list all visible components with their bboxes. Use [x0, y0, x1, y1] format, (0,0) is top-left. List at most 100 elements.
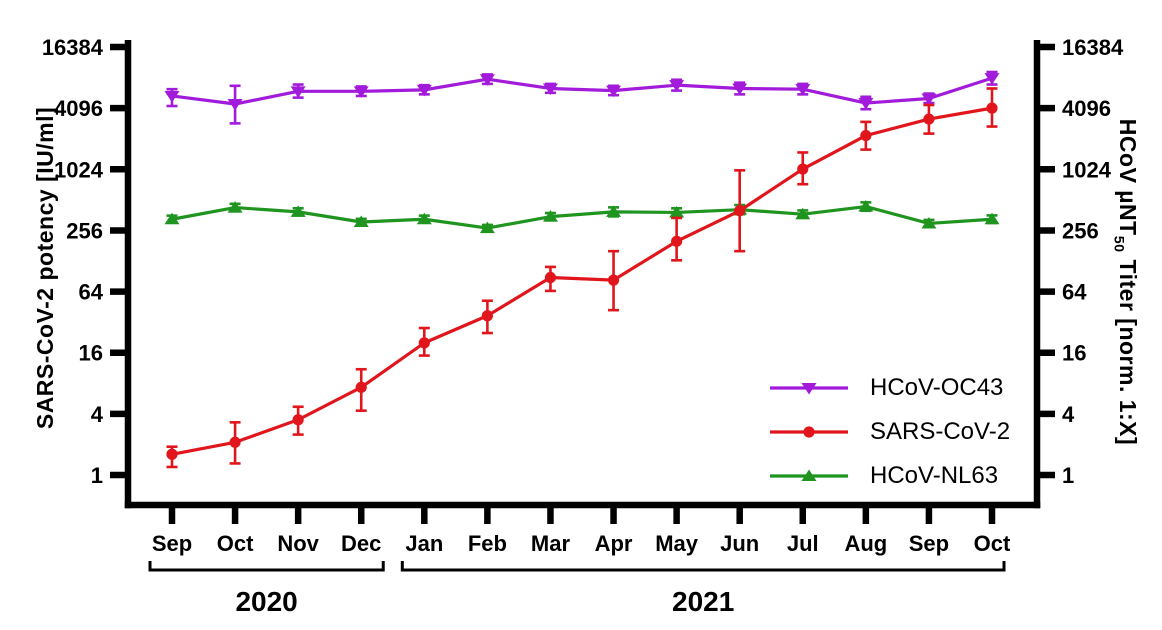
y-tick-label-left: 4 [91, 402, 104, 427]
marker-triangle-down [984, 73, 1000, 85]
legend-label: HCoV-OC43 [870, 374, 1004, 401]
x-tick-label: Oct [974, 531, 1011, 556]
marker-circle [734, 205, 746, 217]
marker-triangle-down [542, 83, 558, 95]
series-hcov-nl63 [164, 200, 1000, 234]
y-tick-label-right: 1024 [1062, 157, 1112, 182]
right-axis-title-post: Titer [norm. 1:X] [1115, 252, 1141, 446]
x-tick-label: Mar [531, 531, 571, 556]
x-ticks: Sep Oct Nov Dec Jan Feb Mar Apr May Jun Jul Aug Sep O… [152, 505, 1011, 556]
x-tick-label: Sep [152, 531, 192, 556]
legend: HCoV-OC43 SARS-CoV-2 HCoV-NL63 [770, 366, 1010, 498]
legend-swatch-triangle-down-icon [770, 383, 848, 395]
x-tick-label: Oct [217, 531, 254, 556]
y-tick-label-right: 4 [1062, 402, 1075, 427]
marker-triangle-up [921, 216, 937, 229]
series-hcov-oc43 [164, 70, 1000, 125]
x-tick-label: Jun [720, 531, 759, 556]
x-tick-label: Dec [341, 531, 381, 556]
marker-circle [481, 310, 493, 322]
marker-triangle-down [353, 86, 369, 98]
right-axis-title: HCoV µNT50 Titer [norm. 1:X] [1110, 52, 1144, 512]
y-tick-label-left: 4096 [54, 96, 103, 121]
marker-triangle-down [795, 84, 811, 96]
marker-circle [229, 436, 241, 448]
legend-swatch-triangle-up-icon [770, 469, 848, 481]
year-bracket [148, 561, 385, 572]
x-tick-label: Sep [909, 531, 949, 556]
marker-circle [166, 448, 178, 460]
y-tick-label-right: 256 [1062, 218, 1099, 243]
marker-circle [418, 337, 430, 349]
plot-frame [124, 40, 1041, 509]
legend-label: HCoV-NL63 [870, 462, 999, 489]
legend-item-hcov-nl63: HCoV-NL63 [770, 454, 1010, 498]
y-tick-label-right: 16384 [1062, 35, 1124, 60]
marker-triangle-up [164, 212, 180, 225]
marker-triangle-up [542, 210, 558, 222]
marker-circle [355, 381, 367, 393]
marker-circle [607, 274, 620, 286]
marker-triangle-up [669, 205, 685, 218]
marker-triangle-up [416, 212, 432, 225]
markers [164, 73, 1000, 111]
y-tick-label-right: 1 [1062, 463, 1074, 488]
y-tick-label-left: 16 [79, 341, 103, 366]
y-tick-label-right: 64 [1062, 280, 1087, 305]
series-line [171, 76, 993, 106]
left-axis-title: SARS-CoV-2 potency [IU/ml] [29, 38, 61, 498]
marker-triangle-up [479, 221, 495, 234]
marker-triangle-down [479, 74, 495, 86]
series-line [171, 204, 993, 230]
y-tick-label-left: 1 [91, 463, 103, 488]
marker-circle [292, 414, 304, 426]
marker-triangle-down [164, 90, 180, 103]
markers [166, 102, 998, 460]
y-tick-label-right: 16 [1062, 341, 1086, 366]
legend-item-hcov-oc43: HCoV-OC43 [770, 366, 1010, 410]
y-ticks: 1 1 4 4 16 16 64 64 256 256 1024 1024 4096 4096 16384 1… [42, 35, 1124, 488]
legend-label: SARS-CoV-2 [870, 418, 1011, 445]
series-sars-cov-2 [166, 87, 998, 469]
x-tick-label: Feb [468, 531, 507, 556]
marker-triangle-up [858, 200, 874, 212]
x-tick-label: Jul [787, 531, 819, 556]
y-tick-label-left: 1024 [54, 157, 104, 182]
left-axis-title-text: SARS-CoV-2 potency [IU/ml] [32, 106, 58, 430]
x-tick-label: Aug [844, 531, 887, 556]
error-bars [166, 70, 998, 125]
x-tick-label: Apr [595, 531, 633, 556]
marker-triangle-down [606, 85, 622, 98]
right-axis-title-pre: HCoV µNT [1115, 118, 1141, 236]
marker-circle [797, 163, 809, 175]
marker-triangle-up [984, 212, 1000, 225]
marker-triangle-up [795, 207, 811, 220]
right-axis-title-sub: 50 [1110, 235, 1127, 253]
marker-triangle-down [416, 84, 432, 97]
legend-item-sars-cov-2: SARS-CoV-2 [770, 410, 1010, 454]
marker-triangle-down [669, 80, 685, 92]
x-tick-label: Jan [405, 531, 443, 556]
year-brackets: 2020 2021 [148, 561, 1006, 617]
marker-circle [923, 113, 935, 125]
legend-swatch-circle-icon [770, 426, 848, 438]
year-label: 2021 [672, 586, 734, 617]
year-label: 2020 [235, 586, 297, 617]
marker-triangle-down [858, 98, 874, 110]
marker-circle [544, 271, 557, 284]
marker-triangle-down [732, 83, 748, 95]
series-line [171, 106, 993, 456]
y-tick-label-left: 256 [66, 218, 103, 243]
marker-triangle-up [227, 201, 243, 213]
marker-circle [860, 129, 872, 142]
marker-triangle-up [353, 215, 369, 227]
year-bracket [400, 561, 1006, 572]
marker-circle [671, 235, 683, 247]
markers [164, 200, 1000, 234]
x-tick-label: Nov [277, 531, 319, 556]
marker-triangle-down [290, 86, 306, 98]
marker-triangle-down [227, 99, 243, 111]
marker-triangle-up [606, 205, 622, 217]
y-tick-label-left: 16384 [42, 35, 104, 60]
